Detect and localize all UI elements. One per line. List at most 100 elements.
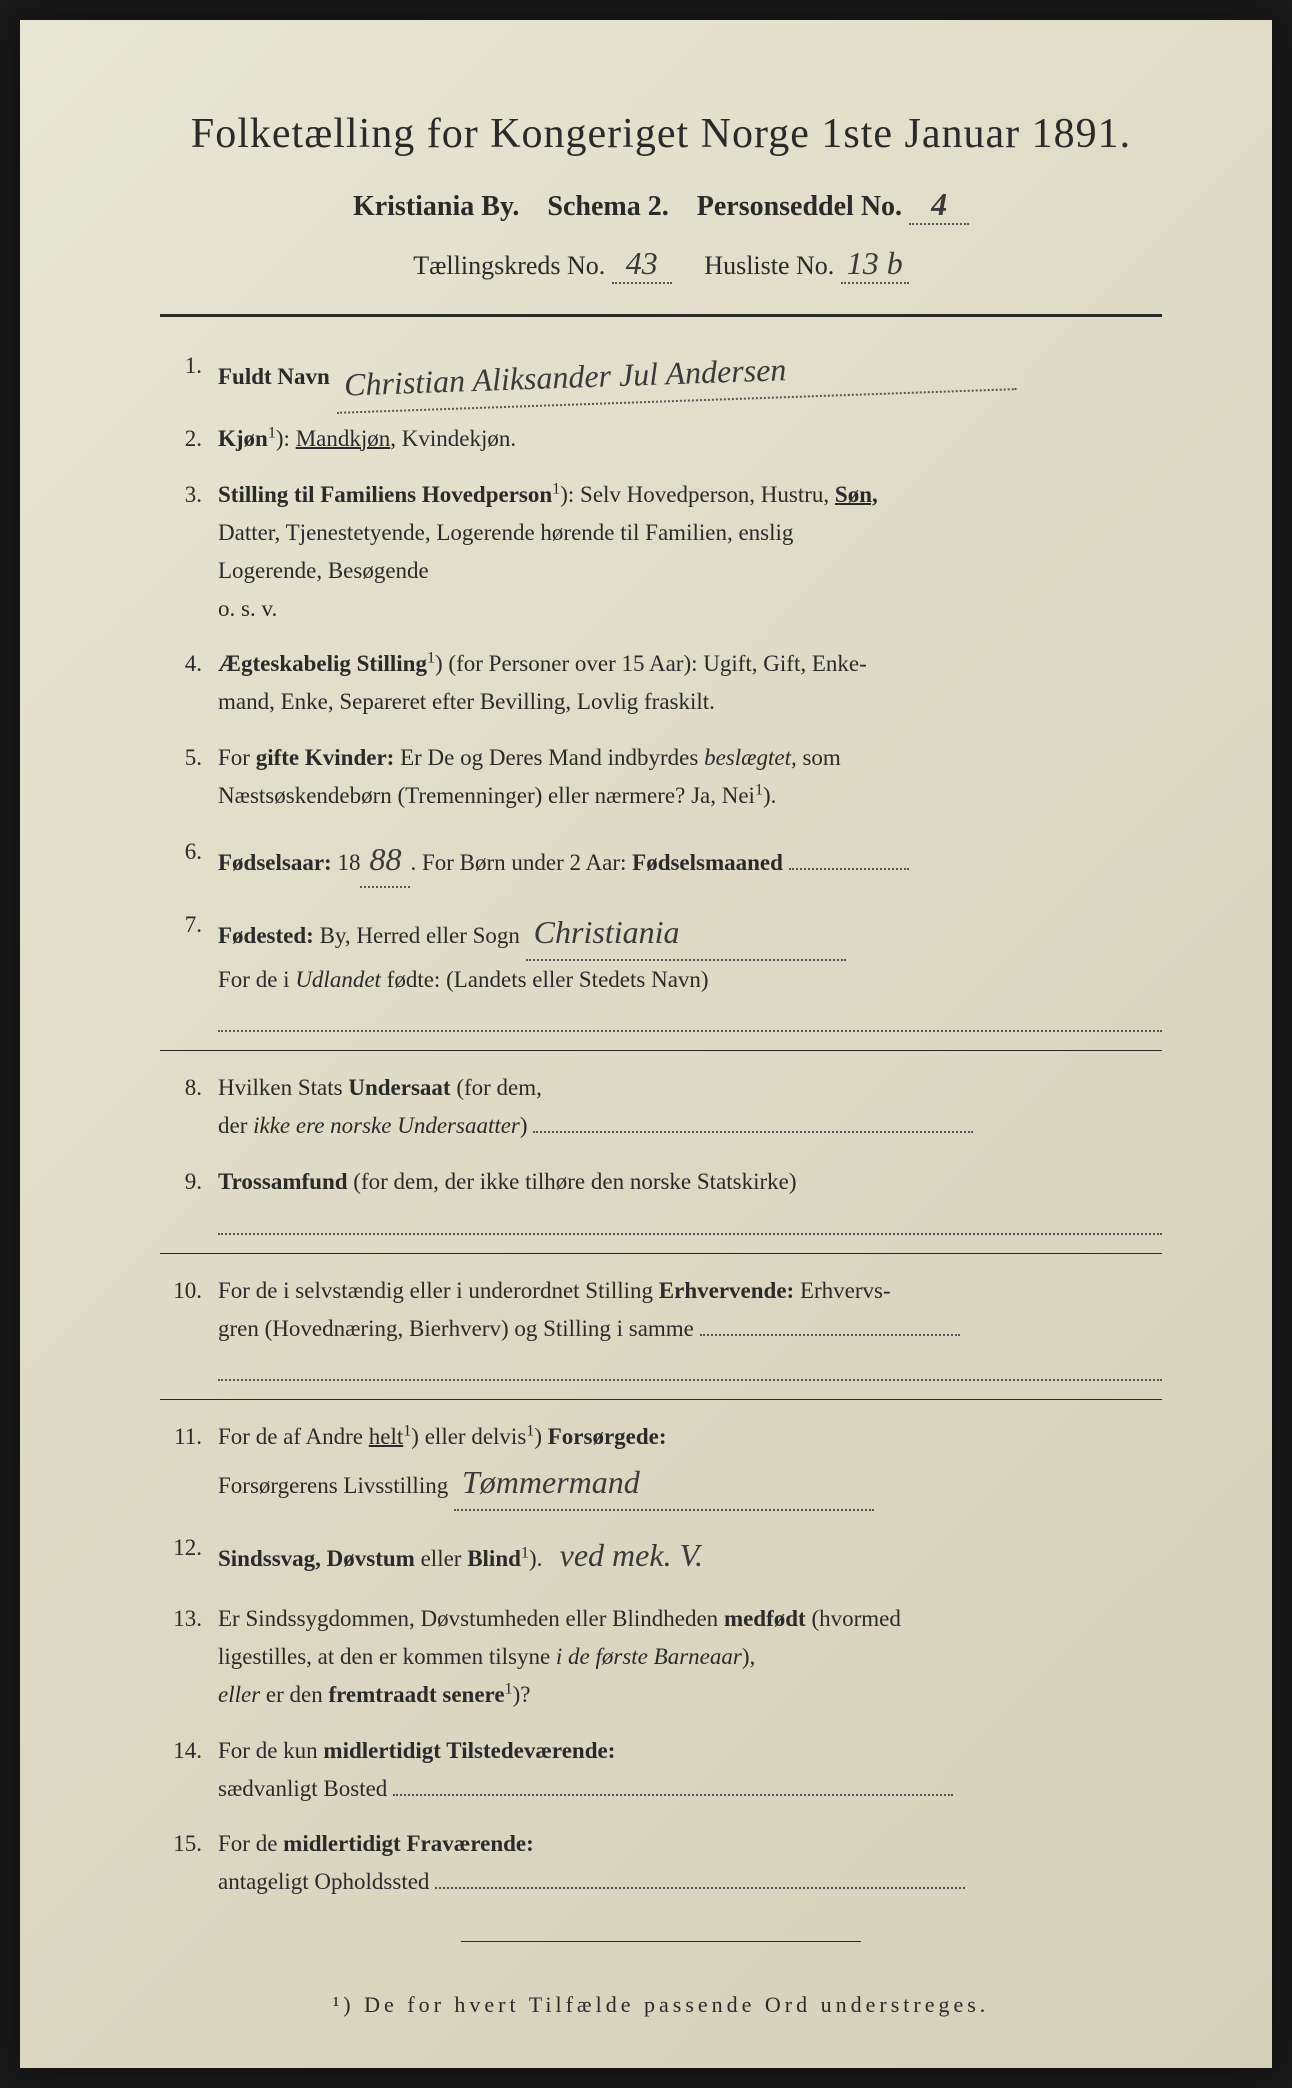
- item-15-body: For de midlertidigt Fraværende: antageli…: [218, 1825, 1162, 1901]
- item-1-body: Fuldt Navn Christian Aliksander Jul Ande…: [218, 347, 1162, 402]
- kreds-no-value: 43: [612, 245, 672, 284]
- item-14-blank: [393, 1794, 953, 1796]
- item-5-prefix: For: [218, 745, 256, 770]
- divider-footnote: [461, 1941, 862, 1942]
- item-4-text1: (for Personer over 15 Aar): Ugift, Gift,…: [448, 651, 866, 676]
- item-14: 14. For de kun midlertidigt Tilstedevære…: [160, 1732, 1162, 1808]
- item-7-em: Udlandet: [295, 967, 381, 992]
- item-10-text2: Erhvervs-: [794, 1278, 890, 1303]
- item-15-blank: [435, 1887, 965, 1889]
- item-4-label: Ægteskabelig Stilling: [218, 651, 427, 676]
- item-1-num: 1.: [160, 347, 218, 402]
- item-11-num: 11.: [160, 1418, 218, 1511]
- item-5-label: gifte Kvinder:: [256, 745, 395, 770]
- item-3-line4: o. s. v.: [218, 596, 277, 621]
- item-6: 6. Fødselsaar: 1888. For Børn under 2 Aa…: [160, 833, 1162, 888]
- item-1: 1. Fuldt Navn Christian Aliksander Jul A…: [160, 347, 1162, 402]
- item-9-label: Trossamfund: [218, 1169, 348, 1194]
- item-10-text3: gren (Hovednæring, Bierhverv) og Stillin…: [218, 1316, 694, 1341]
- item-11-u1: helt: [369, 1424, 404, 1449]
- item-12: 12. Sindssvag, Døvstum eller Blind1). ve…: [160, 1529, 1162, 1582]
- husliste-label: Husliste No.: [704, 251, 834, 280]
- item-11-text2: eller delvis: [419, 1424, 526, 1449]
- item-12-num: 12.: [160, 1529, 218, 1582]
- item-9-blank: [218, 1207, 1162, 1235]
- item-10-blank2: [218, 1354, 1162, 1382]
- item-2-num: 2.: [160, 420, 218, 458]
- divider-10-11: [160, 1399, 1162, 1400]
- item-3-body: Stilling til Familiens Hovedperson1): Se…: [218, 476, 1162, 628]
- item-10-text1: For de i selvstændig eller i underordnet…: [218, 1278, 659, 1303]
- item-13-text3: ligestilles, at den er kommen tilsyne: [218, 1644, 556, 1669]
- item-12-label2: Blind: [467, 1546, 521, 1571]
- item-1-label: Fuldt Navn: [218, 364, 330, 389]
- item-7-blank: [218, 1005, 1162, 1033]
- item-15-text2: antageligt Opholdssted: [218, 1869, 429, 1894]
- item-8-label: Undersaat: [348, 1075, 450, 1100]
- schema-label: Schema 2.: [547, 191, 668, 222]
- item-11-value: Tømmermand: [454, 1456, 874, 1511]
- item-2-opt2: Kvindekjøn.: [402, 426, 516, 451]
- item-8-text2: (for dem,: [451, 1075, 542, 1100]
- item-3-line2: Datter, Tjenestetyende, Logerende hørend…: [218, 520, 793, 545]
- item-4: 4. Ægteskabelig Stilling1) (for Personer…: [160, 645, 1162, 721]
- item-14-text1: For de kun: [218, 1738, 323, 1763]
- person-label: Personseddel No.: [697, 191, 902, 222]
- item-13: 13. Er Sindssygdommen, Døvstumheden elle…: [160, 1600, 1162, 1714]
- item-5-text3: Næstsøskendebørn (Tremenninger) eller næ…: [218, 783, 755, 808]
- item-14-num: 14.: [160, 1732, 218, 1808]
- item-9-num: 9.: [160, 1163, 218, 1235]
- item-10: 10. For de i selvstændig eller i underor…: [160, 1272, 1162, 1381]
- person-no-value: 4: [909, 186, 969, 225]
- item-7: 7. Fødested: By, Herred eller Sogn Chris…: [160, 906, 1162, 1032]
- item-7-value: Christiania: [526, 906, 846, 961]
- item-4-num: 4.: [160, 645, 218, 721]
- item-15-text1: For de: [218, 1831, 283, 1856]
- item-6-yearprefix: 18: [337, 850, 360, 875]
- item-13-label2: fremtraadt senere: [328, 1682, 504, 1707]
- item-12-text1: eller: [415, 1546, 467, 1571]
- item-5-text2: som: [797, 745, 841, 770]
- item-5-text1: Er De og Deres Mand indbyrdes: [400, 745, 704, 770]
- subtitle-row-2: Tællingskreds No. 43 Husliste No. 13 b: [160, 245, 1162, 284]
- item-8-text1: Hvilken Stats: [218, 1075, 348, 1100]
- item-11-text3: Forsørgerens Livsstilling: [218, 1473, 448, 1498]
- item-8-blank: [533, 1131, 973, 1133]
- item-8-em: ikke ere norske Undersaatter: [253, 1113, 520, 1138]
- item-13-body: Er Sindssygdommen, Døvstumheden eller Bl…: [218, 1600, 1162, 1714]
- city-label: Kristiania By.: [353, 191, 519, 222]
- item-13-text1: Er Sindssygdommen, Døvstumheden eller Bl…: [218, 1606, 724, 1631]
- item-5-body: For gifte Kvinder: Er De og Deres Mand i…: [218, 739, 1162, 815]
- item-6-label2: Fødselsmaaned: [632, 850, 783, 875]
- item-10-body: For de i selvstændig eller i underordnet…: [218, 1272, 1162, 1381]
- item-11-text1: For de af Andre: [218, 1424, 369, 1449]
- item-7-body: Fødested: By, Herred eller Sogn Christia…: [218, 906, 1162, 1032]
- item-2-body: Kjøn1): Mandkjøn, Kvindekjøn.: [218, 420, 1162, 458]
- subtitle-row: Kristiania By. Schema 2. Personseddel No…: [160, 186, 1162, 225]
- item-4-text2: mand, Enke, Separeret efter Bevilling, L…: [218, 689, 715, 714]
- item-13-num: 13.: [160, 1600, 218, 1714]
- item-7-text3: fødte: (Landets eller Stedets Navn): [381, 967, 709, 992]
- item-13-text4: ),: [742, 1644, 755, 1669]
- item-3-line1a: Selv Hovedperson, Hustru,: [580, 482, 835, 507]
- item-7-num: 7.: [160, 906, 218, 1032]
- divider-9-10: [160, 1253, 1162, 1254]
- item-3-num: 3.: [160, 476, 218, 628]
- item-10-num: 10.: [160, 1272, 218, 1381]
- item-6-body: Fødselsaar: 1888. For Børn under 2 Aar: …: [218, 833, 1162, 888]
- item-5: 5. For gifte Kvinder: Er De og Deres Man…: [160, 739, 1162, 815]
- item-11-label: Forsørgede:: [542, 1424, 667, 1449]
- item-14-text2: sædvanligt Bosted: [218, 1776, 387, 1801]
- item-10-blank1: [700, 1334, 960, 1336]
- item-6-text1: For Børn under 2 Aar:: [422, 850, 632, 875]
- footnote: ¹) De for hvert Tilfælde passende Ord un…: [160, 1992, 1162, 2018]
- item-11: 11. For de af Andre helt1) eller delvis1…: [160, 1418, 1162, 1511]
- item-4-body: Ægteskabelig Stilling1) (for Personer ov…: [218, 645, 1162, 721]
- item-12-value: ved mek. V.: [560, 1537, 703, 1573]
- item-15-label: midlertidigt Fraværende:: [283, 1831, 534, 1856]
- item-15: 15. For de midlertidigt Fraværende: anta…: [160, 1825, 1162, 1901]
- item-9-body: Trossamfund (for dem, der ikke tilhøre d…: [218, 1163, 1162, 1235]
- kreds-label: Tællingskreds No.: [413, 251, 605, 280]
- item-13-text2: (hvormed: [806, 1606, 901, 1631]
- item-8: 8. Hvilken Stats Undersaat (for dem, der…: [160, 1069, 1162, 1145]
